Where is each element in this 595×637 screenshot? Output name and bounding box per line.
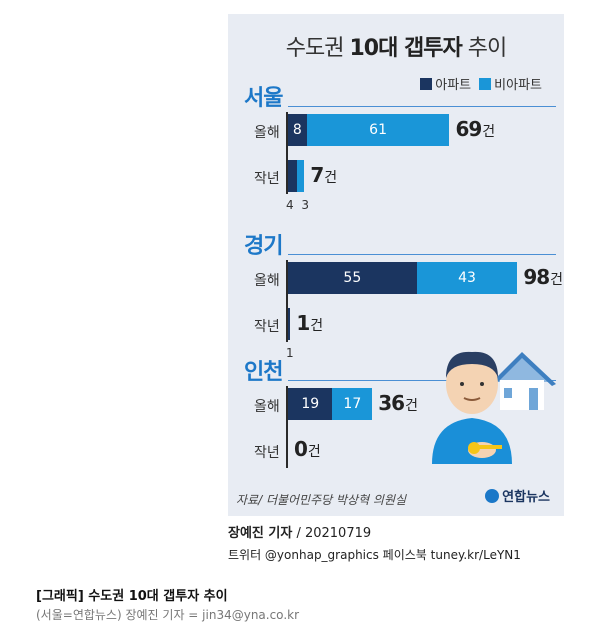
bar-apt-0-0: 8 xyxy=(288,114,307,146)
person-icon xyxy=(432,351,512,464)
investor-illustration xyxy=(432,351,556,464)
bar-nonapt-2-0: 17 xyxy=(332,388,373,420)
bar-nonapt-0-0: 61 xyxy=(306,114,450,146)
yonhap-logo: 연합뉴스 xyxy=(485,486,550,505)
row-label-2-1: 작년 xyxy=(254,445,280,461)
row-label-0-0: 올해 xyxy=(254,125,280,141)
small-label-apt-0-1: 4 xyxy=(286,198,294,212)
total-value-1-0: 98 xyxy=(523,265,550,289)
logo-mark-icon xyxy=(485,488,500,503)
caption-byline: (서울=연합뉴스) 장예진 기자 = jin34@yna.co.kr xyxy=(36,608,300,622)
bar-nonapt-0-1 xyxy=(297,160,305,192)
chart-title: 수도권 10대 갭투자 추이 xyxy=(228,30,564,62)
total-unit-1-0: 건 xyxy=(550,272,563,288)
credit-date: / 20210719 xyxy=(292,526,372,541)
total-1-1: 1건 xyxy=(296,311,323,335)
bar-nonapt-1-0: 43 xyxy=(416,262,518,294)
axis-line-1 xyxy=(286,260,288,342)
total-2-1: 0건 xyxy=(294,437,321,461)
bar-apt-1-1 xyxy=(288,308,291,340)
total-2-0: 36건 xyxy=(378,391,418,415)
reporter-name: 장예진 기자 xyxy=(228,526,293,541)
legend-nonapt-label: 비아파트 xyxy=(494,78,542,93)
total-1-0: 98건 xyxy=(523,265,563,289)
total-0-1: 7건 xyxy=(310,163,337,187)
title-bold: 10대 갭투자 xyxy=(349,36,463,61)
row-label-1-0: 올해 xyxy=(254,273,280,289)
total-value-2-1: 0 xyxy=(294,437,308,461)
row-label-2-0: 올해 xyxy=(254,399,280,415)
bar-apt-2-0: 19 xyxy=(288,388,333,420)
house-icon xyxy=(490,352,556,410)
region-title-1: 경기 xyxy=(244,234,283,259)
social-links[interactable]: 트위터 @yonhap_graphics 페이스북 tuney.kr/LeYN1 xyxy=(228,548,521,562)
legend-apt: 아파트 xyxy=(420,74,471,93)
region-divider-2 xyxy=(288,380,556,381)
region-divider-1 xyxy=(288,254,556,255)
region-divider-0 xyxy=(288,106,556,107)
total-value-1-1: 1 xyxy=(296,311,310,335)
total-value-0-1: 7 xyxy=(310,163,324,187)
total-unit-2-1: 건 xyxy=(307,444,321,460)
infographic-panel: 수도권 10대 갭투자 추이 아파트 비아파트 서울 올해 8 61 69건 작년 4 3 7건… xyxy=(228,14,564,516)
reporter-credit: 장예진 기자 / 20210719 xyxy=(228,522,371,541)
axis-line-0 xyxy=(286,112,288,194)
total-unit-2-0: 건 xyxy=(405,398,418,414)
title-prefix: 수도권 xyxy=(285,36,345,61)
legend: 아파트 비아파트 xyxy=(420,74,542,93)
logo-text: 연합뉴스 xyxy=(502,490,550,505)
legend-nonapt: 비아파트 xyxy=(479,74,542,93)
source-note: 자료/ 더불어민주당 박상혁 의원실 xyxy=(236,493,407,507)
axis-line-2 xyxy=(286,386,288,468)
total-unit-0-0: 건 xyxy=(482,124,495,140)
total-0-0: 69건 xyxy=(455,117,495,141)
total-value-0-0: 69 xyxy=(455,117,482,141)
region-title-0: 서울 xyxy=(244,86,283,111)
total-unit-1-1: 건 xyxy=(310,318,323,334)
caption-title: [그래픽] 수도권 10대 갭투자 추이 xyxy=(36,589,228,604)
small-label-apt-1-1: 1 xyxy=(286,346,294,360)
row-label-0-1: 작년 xyxy=(254,171,280,187)
legend-apt-swatch xyxy=(420,78,433,90)
region-title-2: 인천 xyxy=(244,360,283,385)
legend-nonapt-swatch xyxy=(479,78,492,90)
small-label-nonapt-0-1: 3 xyxy=(301,198,309,212)
total-unit-0-1: 건 xyxy=(324,170,337,186)
legend-apt-label: 아파트 xyxy=(435,78,472,93)
key-icon xyxy=(468,442,502,454)
bar-apt-0-1 xyxy=(288,160,298,192)
bar-apt-1-0: 55 xyxy=(288,262,417,294)
total-value-2-0: 36 xyxy=(378,391,405,415)
row-label-1-1: 작년 xyxy=(254,319,280,335)
title-suffix: 추이 xyxy=(467,36,507,61)
